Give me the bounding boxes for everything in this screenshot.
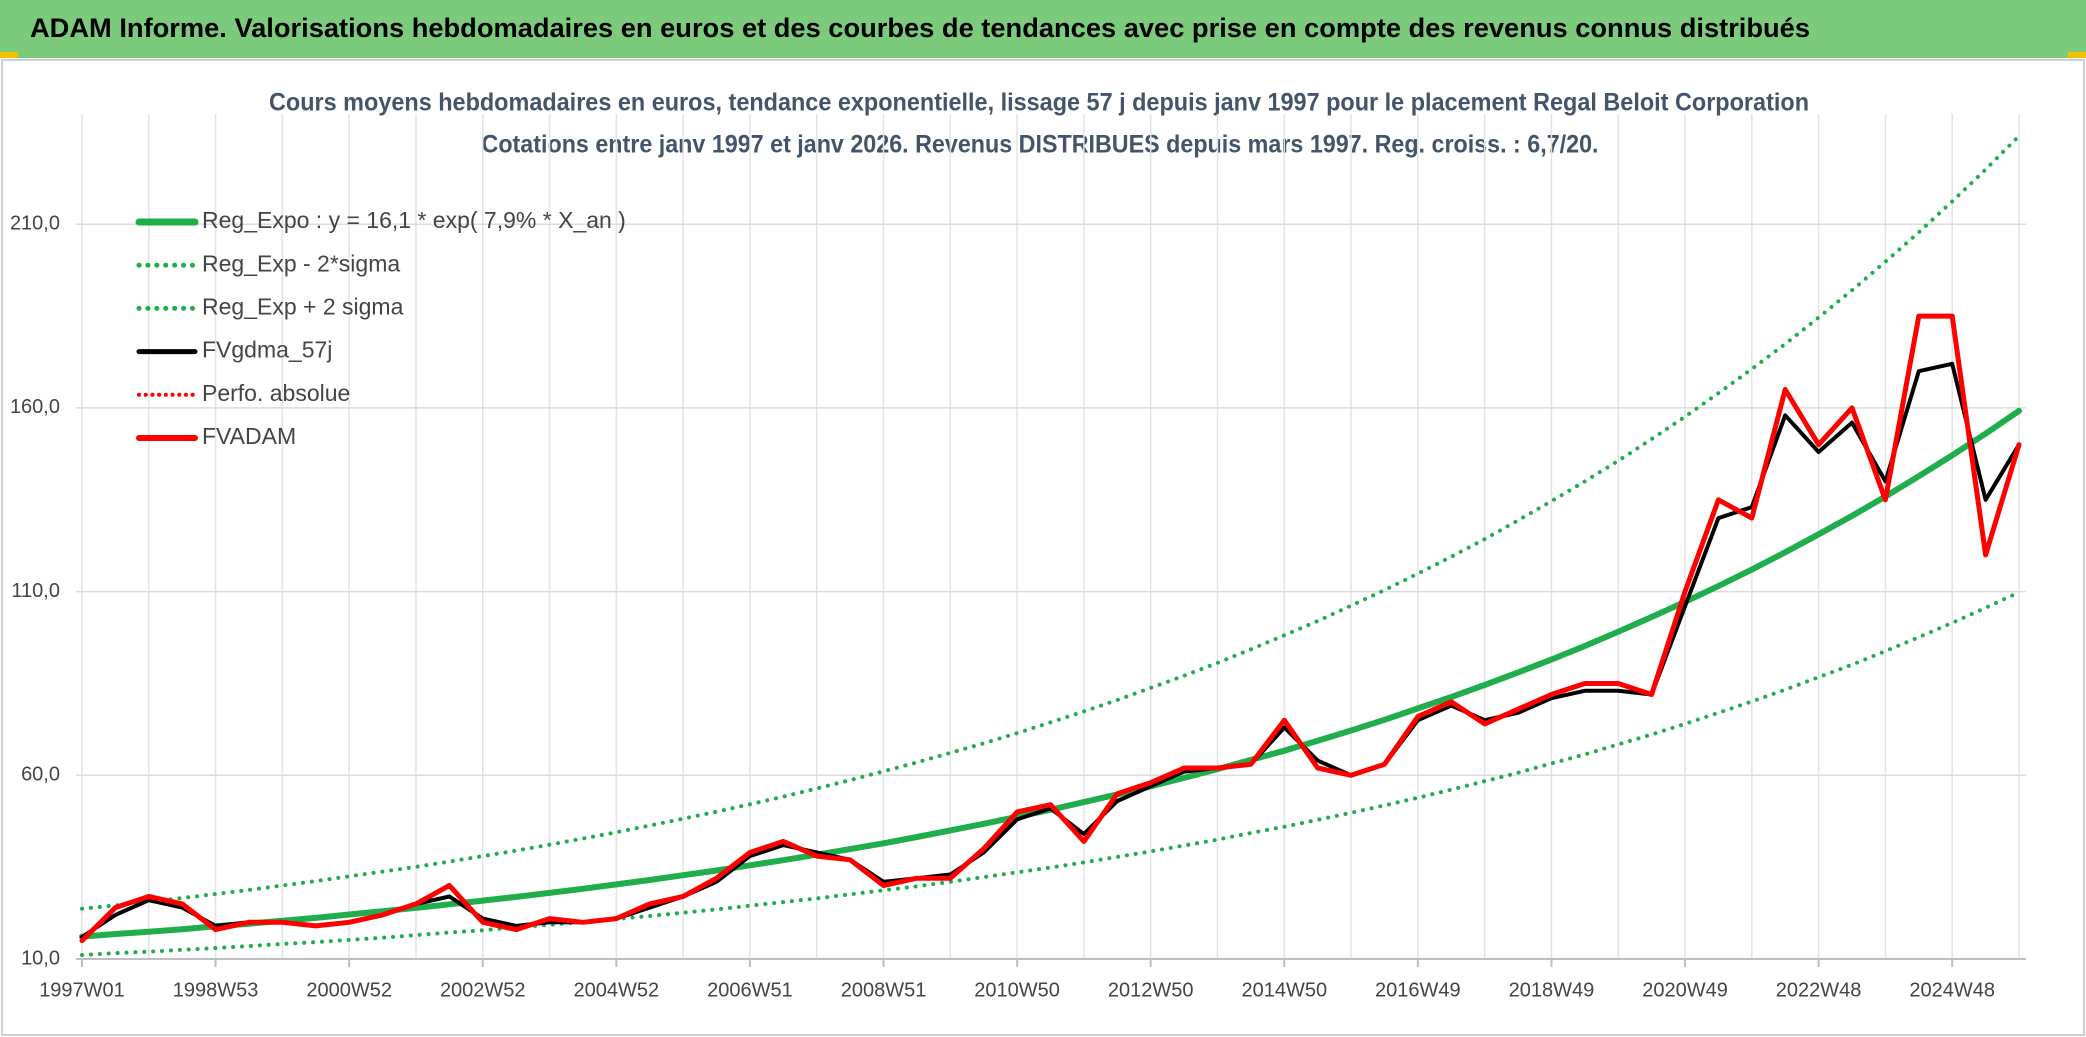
header-bar [0,0,2086,58]
x-tick-label: 1997W01 [39,979,125,1001]
x-tick-label: 2016W49 [1375,979,1461,1001]
legend-label: FVgdma_57j [202,337,332,363]
legend-label: Reg_Exp - 2*sigma [202,250,400,276]
x-tick-label: 2014W50 [1241,979,1327,1001]
x-tick-label: 2008W51 [841,979,927,1001]
corner-mark [2068,52,2086,58]
corner-mark [0,52,18,58]
legend-label: Perfo. absolue [202,380,350,406]
x-tick-label: 2020W49 [1642,979,1728,1001]
x-tick-label: 2000W52 [306,979,392,1001]
legend-label: FVADAM [202,423,296,449]
x-tick-label: 2002W52 [440,979,526,1001]
x-tick-label: 2018W49 [1509,979,1595,1001]
x-tick-label: 2012W50 [1108,979,1194,1001]
header-title: ADAM Informe. Valorisations hebdomadaire… [30,13,1810,43]
x-tick-label: 2022W48 [1776,979,1862,1001]
x-tick-label: 2006W51 [707,979,793,1001]
plot [79,134,2022,957]
y-tick-label: 210,0 [10,212,60,234]
legend-label: Reg_Exp + 2 sigma [202,293,404,319]
legend-label: Reg_Expo : y = 16,1 * exp( 7,9% * X_an ) [202,207,626,233]
y-tick-label: 10,0 [21,947,60,969]
series-line [79,313,2022,944]
y-tick-label: 60,0 [21,764,60,786]
y-tick-label: 160,0 [10,396,60,418]
legend: Reg_Expo : y = 16,1 * exp( 7,9% * X_an )… [135,207,626,449]
series-line [80,590,2021,957]
grid: 10,0 60,0 110,0 160,0 210,0 1997W01 1998W53 200… [10,114,2026,1001]
chart-subtitle: Cotations entre janv 1997 et janv 2026. … [482,131,1599,159]
x-tick-label: 2004W52 [574,979,660,1001]
series-line [80,134,2021,911]
x-tick-label: 2010W50 [974,979,1060,1001]
y-tick-label: 110,0 [11,580,60,602]
chart-title: Cours moyens hebdomadaires en euros, ten… [269,89,1809,117]
x-tick-label: 2024W48 [1909,979,1995,1001]
x-tick-label: 1998W53 [173,979,259,1001]
